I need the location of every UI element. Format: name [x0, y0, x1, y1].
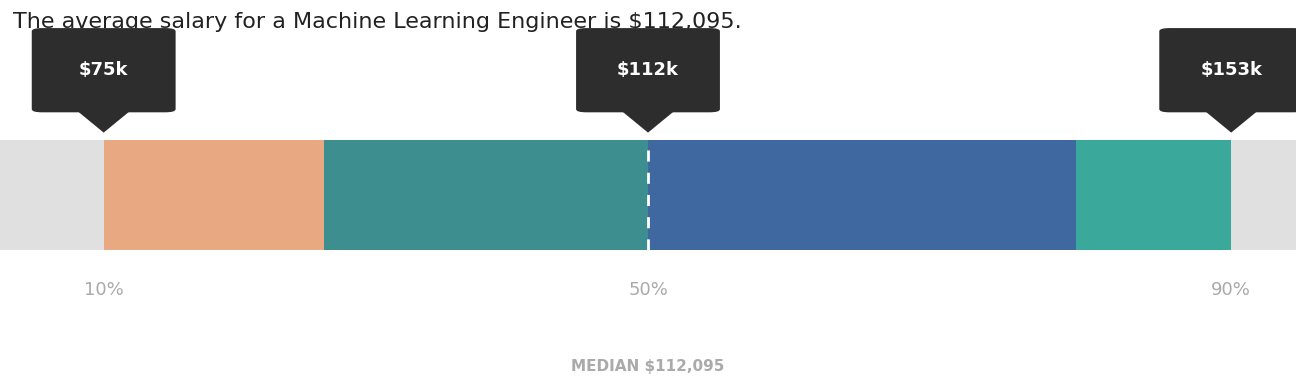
FancyBboxPatch shape — [0, 140, 104, 250]
Text: 90%: 90% — [1212, 281, 1251, 299]
FancyBboxPatch shape — [31, 28, 176, 112]
FancyBboxPatch shape — [575, 28, 721, 112]
Text: $75k: $75k — [79, 61, 128, 79]
FancyBboxPatch shape — [1159, 28, 1296, 112]
Text: The average salary for a Machine Learning Engineer is $112,095.: The average salary for a Machine Learnin… — [13, 12, 741, 32]
Text: 50%: 50% — [629, 281, 667, 299]
FancyBboxPatch shape — [648, 140, 1076, 250]
Text: 10%: 10% — [84, 281, 123, 299]
Text: $153k: $153k — [1200, 61, 1262, 79]
Polygon shape — [619, 109, 677, 133]
FancyBboxPatch shape — [104, 140, 324, 250]
FancyBboxPatch shape — [1231, 140, 1296, 250]
Polygon shape — [75, 109, 132, 133]
Polygon shape — [1203, 109, 1260, 133]
Text: $112k: $112k — [617, 61, 679, 79]
FancyBboxPatch shape — [1076, 140, 1231, 250]
FancyBboxPatch shape — [324, 140, 648, 250]
Text: MEDIAN $112,095: MEDIAN $112,095 — [572, 359, 724, 374]
